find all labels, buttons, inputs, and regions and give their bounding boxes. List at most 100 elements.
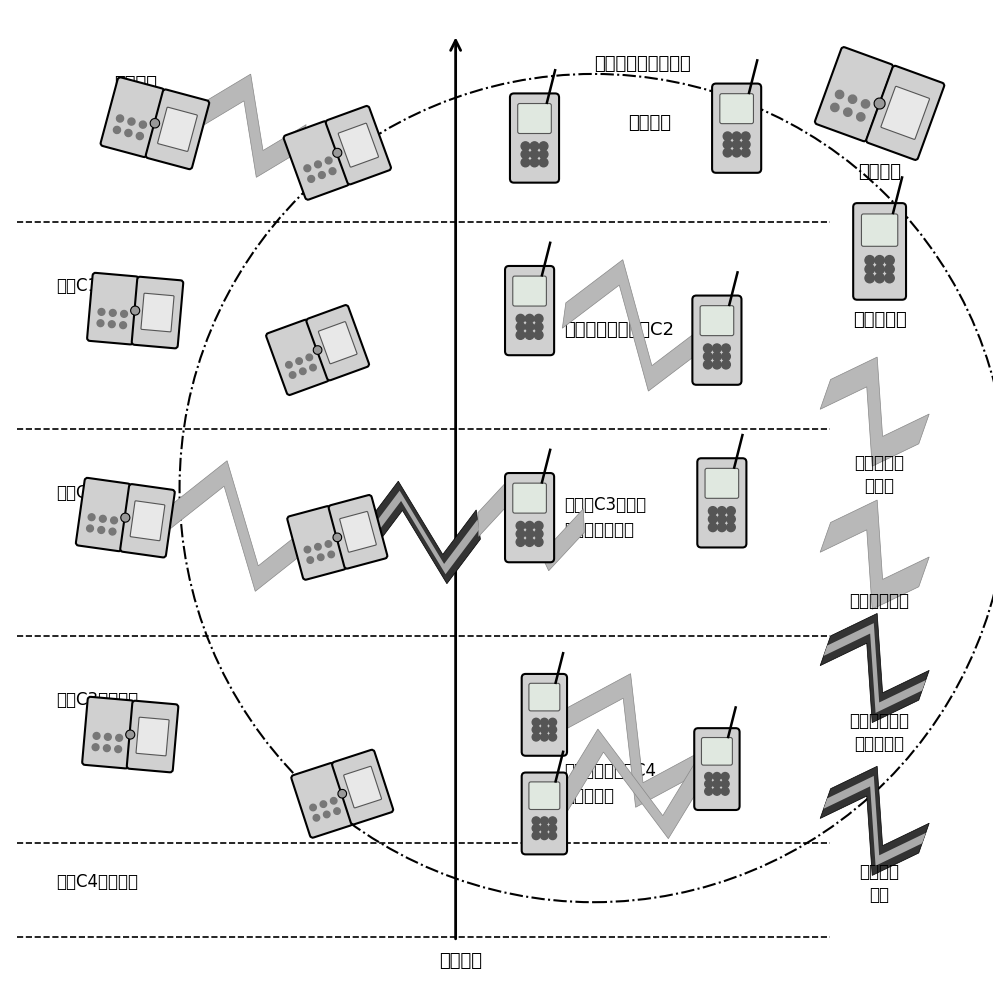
FancyBboxPatch shape — [158, 107, 197, 152]
Circle shape — [108, 320, 115, 327]
FancyBboxPatch shape — [720, 94, 753, 123]
Circle shape — [705, 780, 713, 788]
Circle shape — [713, 344, 721, 353]
Circle shape — [534, 315, 543, 323]
FancyBboxPatch shape — [136, 717, 169, 756]
Circle shape — [306, 354, 313, 361]
Circle shape — [329, 168, 336, 175]
Circle shape — [115, 745, 122, 752]
Circle shape — [150, 118, 160, 128]
Text: 认知无线传感器网络: 认知无线传感器网络 — [595, 55, 691, 73]
Circle shape — [338, 790, 347, 798]
FancyBboxPatch shape — [700, 306, 734, 335]
FancyBboxPatch shape — [287, 506, 346, 580]
Circle shape — [313, 346, 322, 354]
Circle shape — [111, 517, 117, 524]
Circle shape — [539, 142, 548, 151]
Circle shape — [718, 507, 726, 516]
Circle shape — [875, 264, 884, 274]
Polygon shape — [820, 766, 929, 876]
Circle shape — [532, 824, 540, 832]
Circle shape — [304, 165, 311, 172]
Circle shape — [540, 718, 548, 726]
Circle shape — [835, 91, 844, 99]
Circle shape — [534, 522, 543, 530]
Circle shape — [874, 98, 885, 109]
Circle shape — [540, 824, 548, 832]
Circle shape — [525, 322, 534, 331]
FancyBboxPatch shape — [127, 701, 178, 772]
Text: 授权用户: 授权用户 — [858, 163, 901, 180]
FancyBboxPatch shape — [130, 501, 165, 540]
Circle shape — [333, 148, 342, 158]
Circle shape — [705, 773, 713, 781]
Circle shape — [718, 515, 726, 524]
Circle shape — [521, 158, 530, 167]
Circle shape — [103, 744, 110, 751]
Circle shape — [126, 730, 135, 740]
Circle shape — [136, 132, 143, 140]
Circle shape — [525, 529, 534, 538]
FancyBboxPatch shape — [694, 728, 740, 810]
Circle shape — [116, 115, 124, 122]
Text: 节点正常通信: 节点正常通信 — [850, 592, 910, 609]
FancyBboxPatch shape — [529, 782, 560, 810]
Circle shape — [741, 148, 750, 157]
Circle shape — [708, 507, 717, 516]
Circle shape — [713, 780, 721, 788]
FancyBboxPatch shape — [705, 468, 739, 498]
Text: 在频谱C3上与授
权用户发生碰撞: 在频谱C3上与授 权用户发生碰撞 — [564, 496, 646, 539]
Circle shape — [530, 142, 539, 151]
Circle shape — [549, 824, 557, 832]
Circle shape — [121, 513, 130, 523]
Circle shape — [540, 832, 548, 840]
Circle shape — [875, 255, 884, 265]
Circle shape — [727, 507, 735, 516]
FancyBboxPatch shape — [510, 94, 559, 182]
Circle shape — [318, 172, 325, 178]
Text: 成功接入授权频谱C2: 成功接入授权频谱C2 — [564, 321, 674, 339]
FancyBboxPatch shape — [146, 90, 209, 170]
Polygon shape — [820, 500, 929, 609]
FancyBboxPatch shape — [132, 277, 183, 348]
Text: 多个节点在频谱C4
上发生竞争: 多个节点在频谱C4 上发生竞争 — [564, 762, 656, 806]
Circle shape — [865, 264, 874, 274]
Circle shape — [708, 515, 717, 524]
FancyBboxPatch shape — [141, 293, 174, 332]
Circle shape — [120, 321, 126, 328]
Circle shape — [315, 543, 321, 550]
Circle shape — [539, 150, 548, 159]
FancyBboxPatch shape — [697, 458, 746, 547]
Text: 授权网络: 授权网络 — [114, 75, 157, 93]
Polygon shape — [478, 474, 584, 571]
Circle shape — [540, 734, 548, 741]
Circle shape — [723, 148, 732, 157]
Circle shape — [525, 330, 534, 339]
Circle shape — [530, 150, 539, 159]
Text: 节点对授权用
户产生干扰: 节点对授权用 户产生干扰 — [850, 712, 910, 753]
Circle shape — [532, 832, 540, 840]
Circle shape — [704, 360, 712, 369]
Circle shape — [741, 140, 750, 149]
Circle shape — [718, 523, 726, 531]
Circle shape — [308, 176, 315, 182]
Circle shape — [109, 310, 116, 317]
Circle shape — [540, 816, 548, 824]
Circle shape — [534, 529, 543, 538]
Circle shape — [88, 514, 95, 521]
Circle shape — [92, 743, 99, 750]
Circle shape — [865, 273, 874, 283]
Circle shape — [721, 787, 729, 795]
FancyBboxPatch shape — [101, 77, 164, 157]
Circle shape — [723, 140, 732, 149]
Circle shape — [732, 132, 741, 141]
Circle shape — [317, 554, 324, 560]
Circle shape — [727, 523, 735, 531]
Circle shape — [875, 273, 884, 283]
FancyBboxPatch shape — [529, 683, 560, 711]
Circle shape — [705, 787, 713, 795]
Polygon shape — [820, 357, 929, 466]
Text: 节点同频
竞争: 节点同频 竞争 — [860, 863, 900, 904]
FancyBboxPatch shape — [291, 763, 352, 838]
Circle shape — [549, 734, 557, 741]
